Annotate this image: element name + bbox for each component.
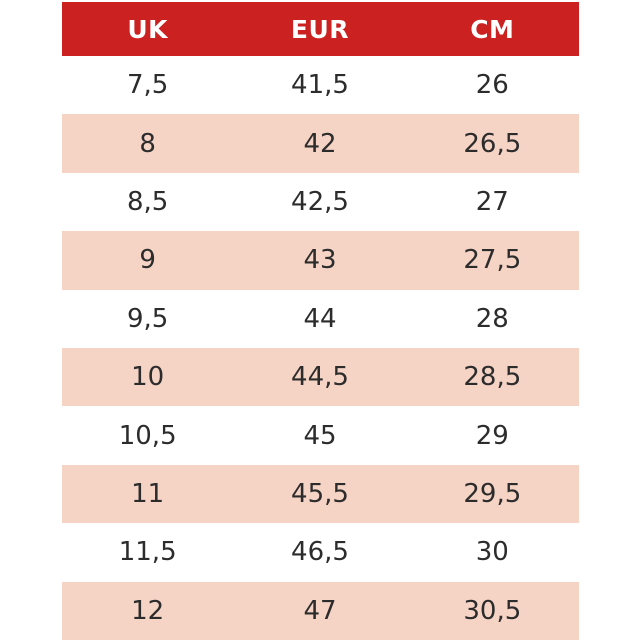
cm-cell: 29,5 (463, 478, 522, 509)
eur-cell: 44 (303, 303, 337, 334)
cm-cell: 30,5 (463, 595, 522, 626)
uk-cell: 9 (139, 245, 156, 276)
cm-cell: 30 (475, 537, 509, 568)
table-row: 9 43 27,5 (61, 231, 579, 290)
uk-cell: 9,5 (126, 303, 169, 334)
uk-cell: 7,5 (126, 70, 169, 101)
cm-cell: 28 (475, 303, 509, 334)
uk-column-header: UK (127, 14, 168, 44)
uk-cell: 8,5 (126, 186, 169, 217)
table-row: 10,5 45 29 (61, 406, 579, 465)
eur-cell: 45 (303, 420, 337, 451)
table-row: 8 42 26,5 (61, 114, 579, 173)
cm-cell: 27,5 (463, 245, 522, 276)
eur-cell: 42,5 (291, 186, 349, 217)
cm-cell: 26,5 (463, 128, 522, 159)
eur-cell: 45,5 (291, 478, 349, 509)
table-row: 10 44,5 28,5 (61, 347, 579, 407)
table-header-row: UK EUR CM (61, 2, 579, 56)
eur-cell: 47 (303, 595, 337, 626)
cm-cell: 27 (475, 186, 509, 217)
table-row: 7,5 41,5 26 (61, 56, 579, 115)
cm-cell: 26 (475, 70, 509, 101)
shoe-size-conversion-table: UK EUR CM 7,5 41,5 26 8 42 26,5 8,5 42,5… (61, 2, 579, 640)
uk-cell: 12 (131, 595, 165, 626)
table-row: 11 45,5 29,5 (61, 464, 579, 524)
table-row: 9,5 44 28 (61, 289, 579, 348)
cm-cell: 29 (475, 420, 509, 451)
uk-cell: 10 (131, 362, 165, 393)
cm-column-header: CM (470, 14, 515, 44)
table-row: 8,5 42,5 27 (61, 172, 579, 232)
uk-cell: 11,5 (118, 537, 177, 568)
eur-cell: 41,5 (291, 70, 349, 101)
uk-cell: 8 (139, 128, 156, 159)
eur-cell: 44,5 (291, 362, 349, 393)
uk-cell: 11 (131, 478, 165, 509)
table-row: 11,5 46,5 30 (61, 523, 579, 582)
eur-cell: 42 (303, 128, 337, 159)
table-row: 12 47 30,5 (61, 581, 579, 640)
eur-cell: 43 (303, 245, 337, 276)
eur-column-header: EUR (290, 14, 350, 44)
eur-cell: 46,5 (291, 537, 349, 568)
cm-cell: 28,5 (463, 362, 522, 393)
uk-cell: 10,5 (118, 420, 177, 451)
